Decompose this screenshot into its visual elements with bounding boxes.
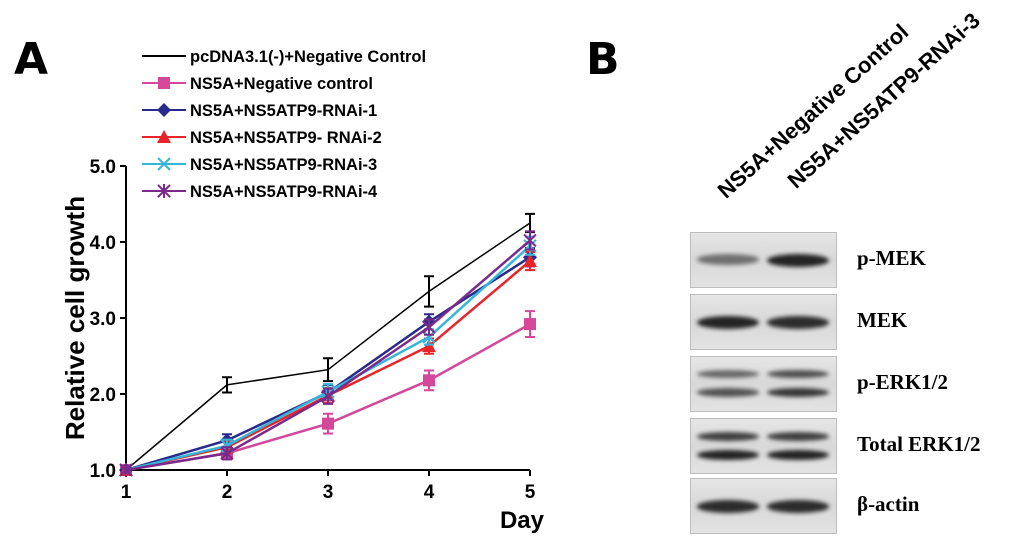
protein-band (767, 316, 829, 329)
data-point (119, 463, 133, 477)
data-point (422, 339, 436, 353)
y-axis-title: Relative cell growth (60, 196, 90, 440)
protein-band (767, 432, 829, 441)
protein-band (697, 388, 759, 397)
x-tick-label: 3 (323, 482, 334, 503)
legend-marker (157, 157, 171, 171)
legend-marker (158, 77, 170, 89)
protein-band (697, 316, 759, 329)
panel-label-b: B (586, 34, 620, 85)
protein-band (767, 388, 829, 398)
series-line (125, 239, 531, 472)
blot-strip (690, 232, 837, 288)
y-tick-label: 5.0 (90, 157, 116, 178)
x-tick-label: 5 (525, 482, 536, 503)
legend-marker (157, 130, 171, 143)
protein-band (767, 500, 829, 513)
y-tick-label: 4.0 (90, 233, 116, 254)
data-point (422, 330, 436, 344)
legend-entry: NS5A+NS5ATP9-RNAi-3 (190, 156, 377, 174)
protein-label: MEK (857, 308, 908, 332)
legend-entry: NS5A+Negative control (190, 75, 373, 93)
x-tick-label: 1 (121, 482, 132, 503)
blot-strip (690, 294, 837, 350)
x-axis-title: Day (500, 507, 545, 534)
protein-band (697, 370, 759, 378)
protein-band (767, 254, 829, 267)
blot-strip (690, 356, 837, 412)
protein-label: Total ERK1/2 (857, 432, 981, 456)
protein-band (697, 500, 759, 513)
protein-band (697, 254, 759, 265)
legend-entry: pcDNA3.1(-)+Negative Control (190, 48, 426, 66)
protein-band (767, 370, 829, 379)
legend-marker (157, 103, 171, 117)
protein-band (697, 432, 759, 441)
protein-label: p-ERK1/2 (857, 370, 949, 394)
y-tick-label: 3.0 (90, 309, 116, 330)
legend-entry: NS5A+NS5ATP9- RNAi-2 (190, 129, 382, 147)
data-point (523, 233, 537, 248)
data-point (423, 374, 435, 387)
growth-line-chart: 1.0 2.0 3.0 4.0 5.0 1 2 3 4 5 Day Relative cell gro… (60, 48, 545, 534)
legend-entry: NS5A+NS5ATP9-RNAi-1 (190, 102, 377, 120)
protein-band (767, 450, 829, 460)
data-point (523, 254, 537, 267)
data-point (220, 446, 234, 461)
series-line (125, 222, 531, 471)
protein-label: p-MEK (857, 246, 926, 270)
y-tick-label: 2.0 (90, 385, 116, 406)
data-point (524, 318, 536, 331)
blot-strip (690, 418, 837, 474)
x-tick-label: 4 (424, 482, 435, 503)
data-point (321, 389, 335, 404)
y-tick-label: 1.0 (90, 461, 116, 482)
legend-entry: NS5A+NS5ATP9-RNAi-4 (190, 183, 378, 201)
blot-strip (690, 478, 837, 534)
data-point (422, 320, 436, 335)
x-tick-label: 2 (222, 482, 233, 503)
protein-label: β-actin (857, 492, 920, 516)
data-point (322, 417, 334, 430)
panel-label-a: A (14, 34, 49, 85)
protein-band (697, 450, 759, 460)
legend-marker (157, 184, 171, 198)
